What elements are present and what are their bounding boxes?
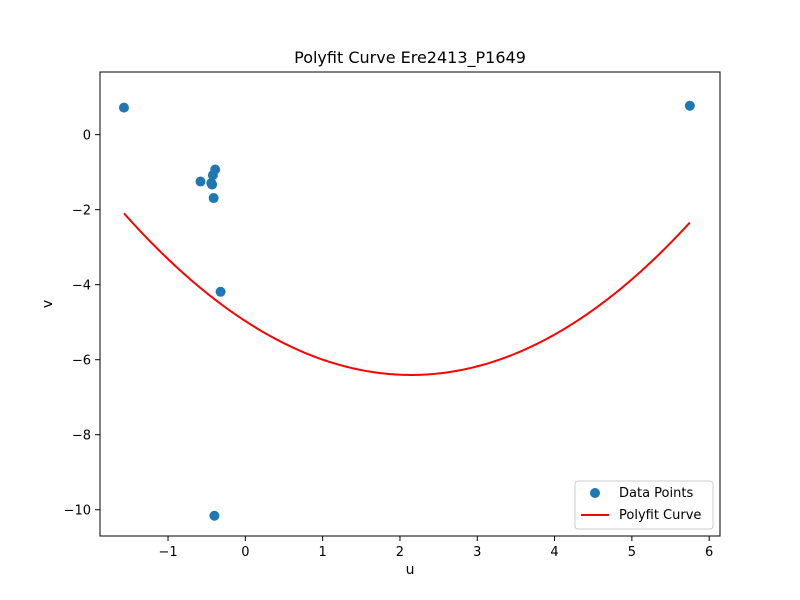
y-tick-label: −6 [72,354,91,369]
y-axis-label: v [40,300,56,308]
x-tick-label: 4 [550,545,558,560]
x-tick-label: 5 [628,545,636,560]
y-tick-label: −8 [72,429,91,444]
y-tick-label: −4 [72,279,91,294]
data-point [118,102,129,113]
x-tick-label: 3 [473,545,481,560]
polyfit-curve-line [123,212,691,376]
points-layer [118,100,695,521]
x-tick-label: 0 [241,545,249,560]
x-axis-label: u [406,562,415,578]
data-point [195,176,206,187]
data-point [215,286,226,297]
data-point [207,179,218,190]
x-tick-label: 6 [705,545,713,560]
x-axis-ticks: −1 0 1 2 3 4 5 6 [158,536,713,560]
legend-box [574,480,714,530]
x-tick-label: 2 [396,545,404,560]
data-point [208,193,219,204]
data-point [684,100,695,111]
x-tick-label: −1 [158,545,177,560]
data-point [210,164,221,175]
legend: Data Points Polyfit Curve [574,480,714,530]
x-tick-label: 1 [319,545,327,560]
y-tick-label: −10 [64,504,91,519]
chart-title: Polyfit Curve Ere2413_P1649 [294,48,526,68]
legend-label-polyfit-curve: Polyfit Curve [619,508,701,523]
plot-frame [99,71,721,537]
y-axis-ticks: 0 −2 −4 −6 −8 −10 [64,129,100,519]
data-point [209,510,220,521]
legend-label-data-points: Data Points [619,486,693,501]
y-tick-label: −2 [72,204,91,219]
legend-marker-data-points [590,488,600,498]
y-tick-label: 0 [83,129,91,144]
curve-layer [123,212,691,376]
